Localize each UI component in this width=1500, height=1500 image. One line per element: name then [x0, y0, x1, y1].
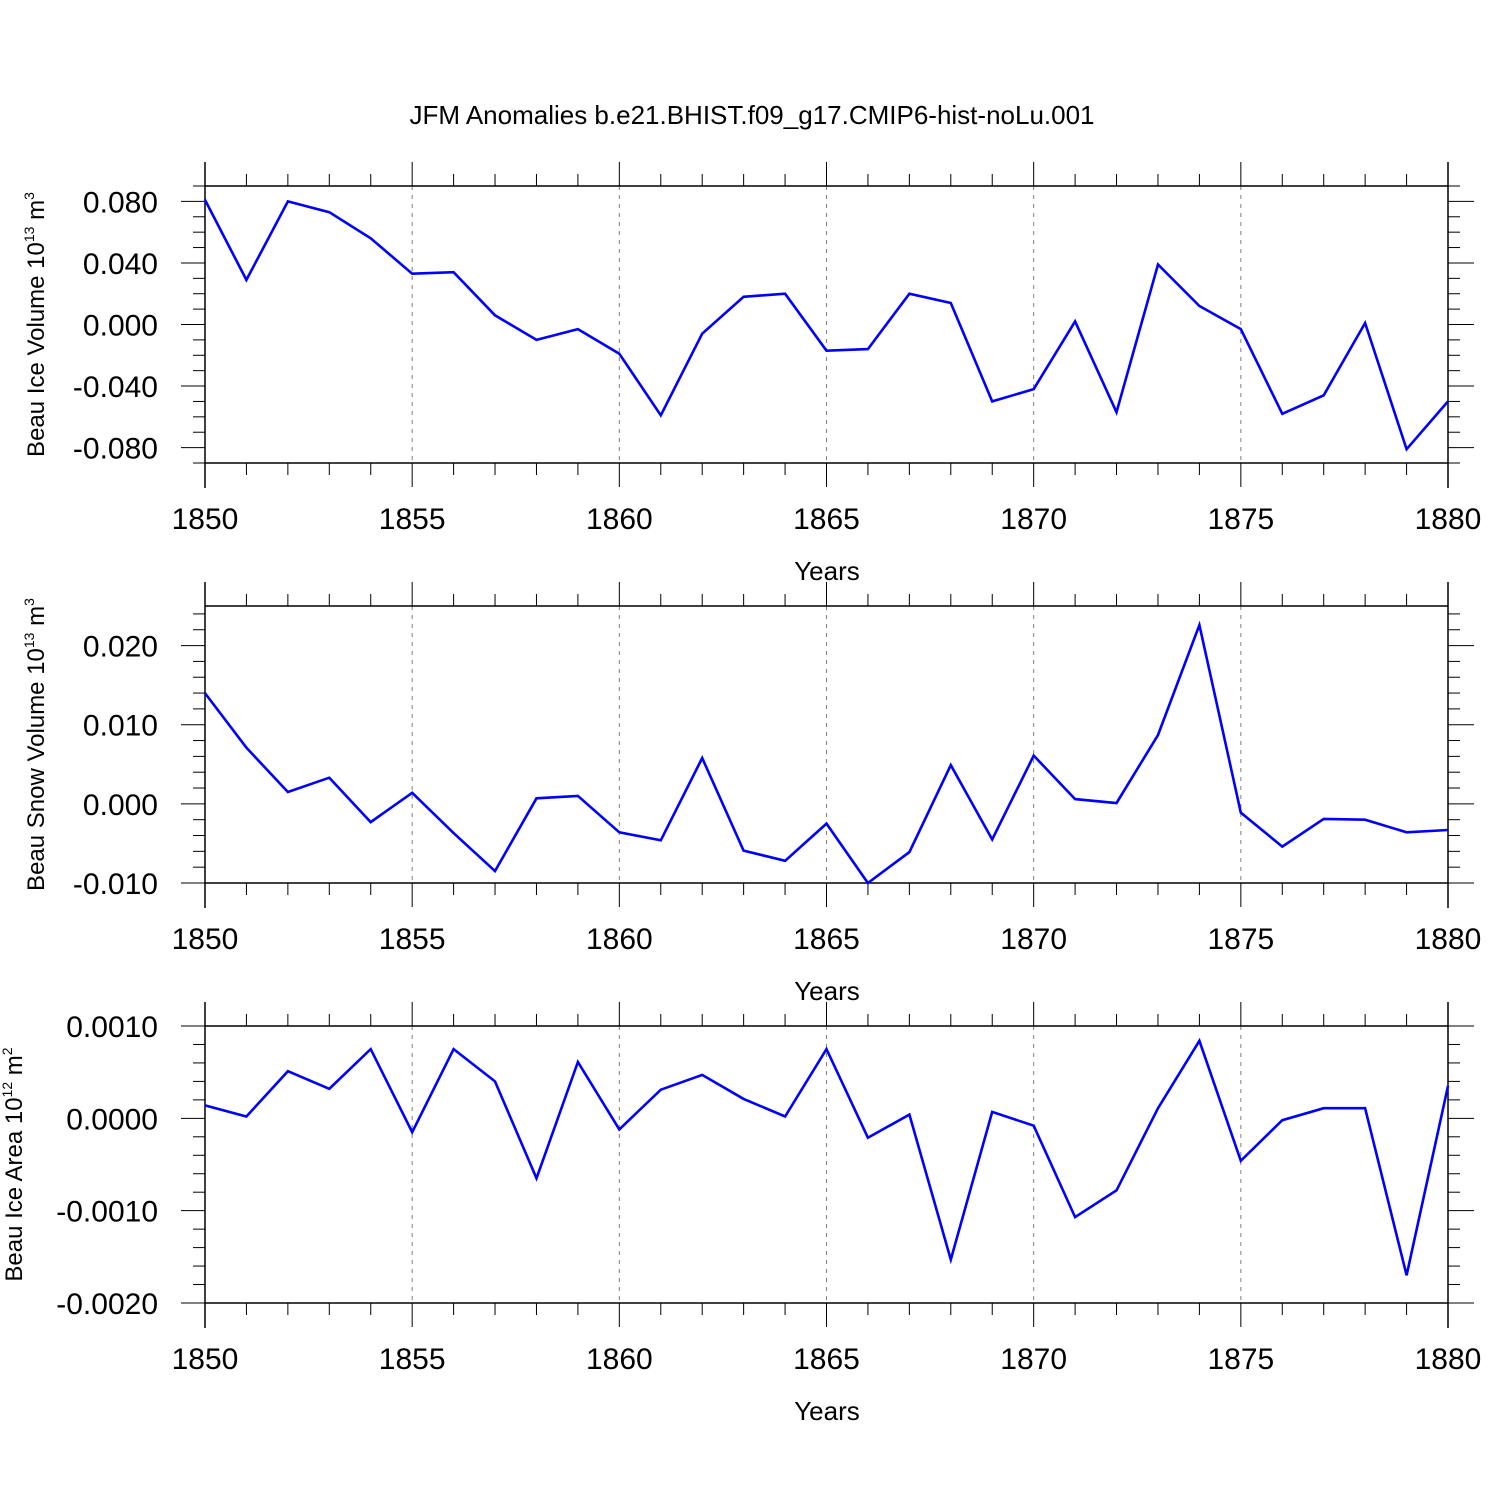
- x-tick-label: 1860: [586, 1343, 653, 1376]
- y-tick-label: 0.080: [83, 186, 158, 219]
- x-tick-label: 1865: [793, 1343, 860, 1376]
- y-axis-title-text: Beau Ice Volume 10: [23, 242, 50, 457]
- x-tick-label: 1875: [1207, 923, 1274, 956]
- y-axis-title: Beau Ice Area 1012 m2: [0, 1047, 28, 1281]
- y-axis-title-unit-exponent: 3: [21, 192, 37, 200]
- x-tick-label: 1860: [586, 923, 653, 956]
- y-axis-title-unit-exponent: 2: [0, 1047, 15, 1055]
- x-tick-label: 1865: [793, 503, 860, 536]
- y-tick-label: -0.010: [73, 868, 158, 901]
- y-tick-label: 0.000: [83, 310, 158, 343]
- y-axis-title-text: Beau Snow Volume 10: [23, 648, 50, 891]
- y-tick-label: -0.0020: [56, 1288, 158, 1321]
- y-axis-title-exponent: 13: [21, 632, 37, 648]
- y-tick-label: 0.0010: [66, 1011, 158, 1044]
- y-tick-label: 0.0000: [66, 1103, 158, 1136]
- x-tick-label: 1870: [1000, 1343, 1067, 1376]
- y-axis-title-unit: m: [23, 200, 50, 227]
- x-tick-label: 1875: [1207, 1343, 1274, 1376]
- x-tick-label: 1880: [1415, 923, 1482, 956]
- x-tick-label: 1875: [1207, 503, 1274, 536]
- y-axis-title-exponent: 12: [0, 1082, 15, 1098]
- y-axis-title-unit: m: [1, 1055, 28, 1082]
- panel-beau-snow-volume: -0.010 0.000 0.010 0.020 1850 1855 1860 1865 187…: [21, 582, 1481, 1006]
- y-axis-title-text: Beau Ice Area 10: [1, 1097, 28, 1281]
- x-tick-label: 1850: [172, 1343, 239, 1376]
- x-tick-label: 1880: [1415, 1343, 1482, 1376]
- x-tick-label: 1855: [379, 1343, 446, 1376]
- y-axis-title: Beau Ice Volume 1013 m3: [21, 192, 50, 457]
- x-axis-title: Years: [794, 976, 860, 1006]
- y-axis-title-unit-exponent: 3: [21, 598, 37, 606]
- y-tick-label: -0.080: [73, 433, 158, 466]
- x-axis-title: Years: [794, 556, 860, 586]
- x-tick-label: 1880: [1415, 503, 1482, 536]
- x-tick-label: 1870: [1000, 503, 1067, 536]
- y-axis-title-exponent: 13: [21, 226, 37, 242]
- x-tick-label: 1850: [172, 503, 239, 536]
- y-tick-label: -0.040: [73, 371, 158, 404]
- x-tick-label: 1870: [1000, 923, 1067, 956]
- y-axis-title-unit: m: [23, 606, 50, 633]
- x-axis-title: Years: [794, 1396, 860, 1426]
- panel-beau-ice-volume: -0.080 -0.040 0.000 0.040 0.080 1850 1855 1860 1…: [21, 162, 1481, 586]
- figure-title: JFM Anomalies b.e21.BHIST.f09_g17.CMIP6-…: [409, 100, 1094, 130]
- y-tick-label: 0.040: [83, 248, 158, 281]
- y-tick-label: 0.010: [83, 710, 158, 743]
- panel-beau-ice-area: -0.0020 -0.0010 0.0000 0.0010 1850 1855 1860 18…: [0, 1002, 1481, 1426]
- x-tick-label: 1850: [172, 923, 239, 956]
- y-tick-label: -0.0010: [56, 1196, 158, 1229]
- y-tick-label: 0.020: [83, 631, 158, 664]
- y-tick-label: 0.000: [83, 789, 158, 822]
- x-tick-label: 1855: [379, 923, 446, 956]
- x-tick-label: 1865: [793, 923, 860, 956]
- y-axis-title: Beau Snow Volume 1013 m3: [21, 598, 50, 891]
- series-line: [204, 1037, 1450, 1276]
- x-tick-label: 1860: [586, 503, 653, 536]
- x-tick-label: 1855: [379, 503, 446, 536]
